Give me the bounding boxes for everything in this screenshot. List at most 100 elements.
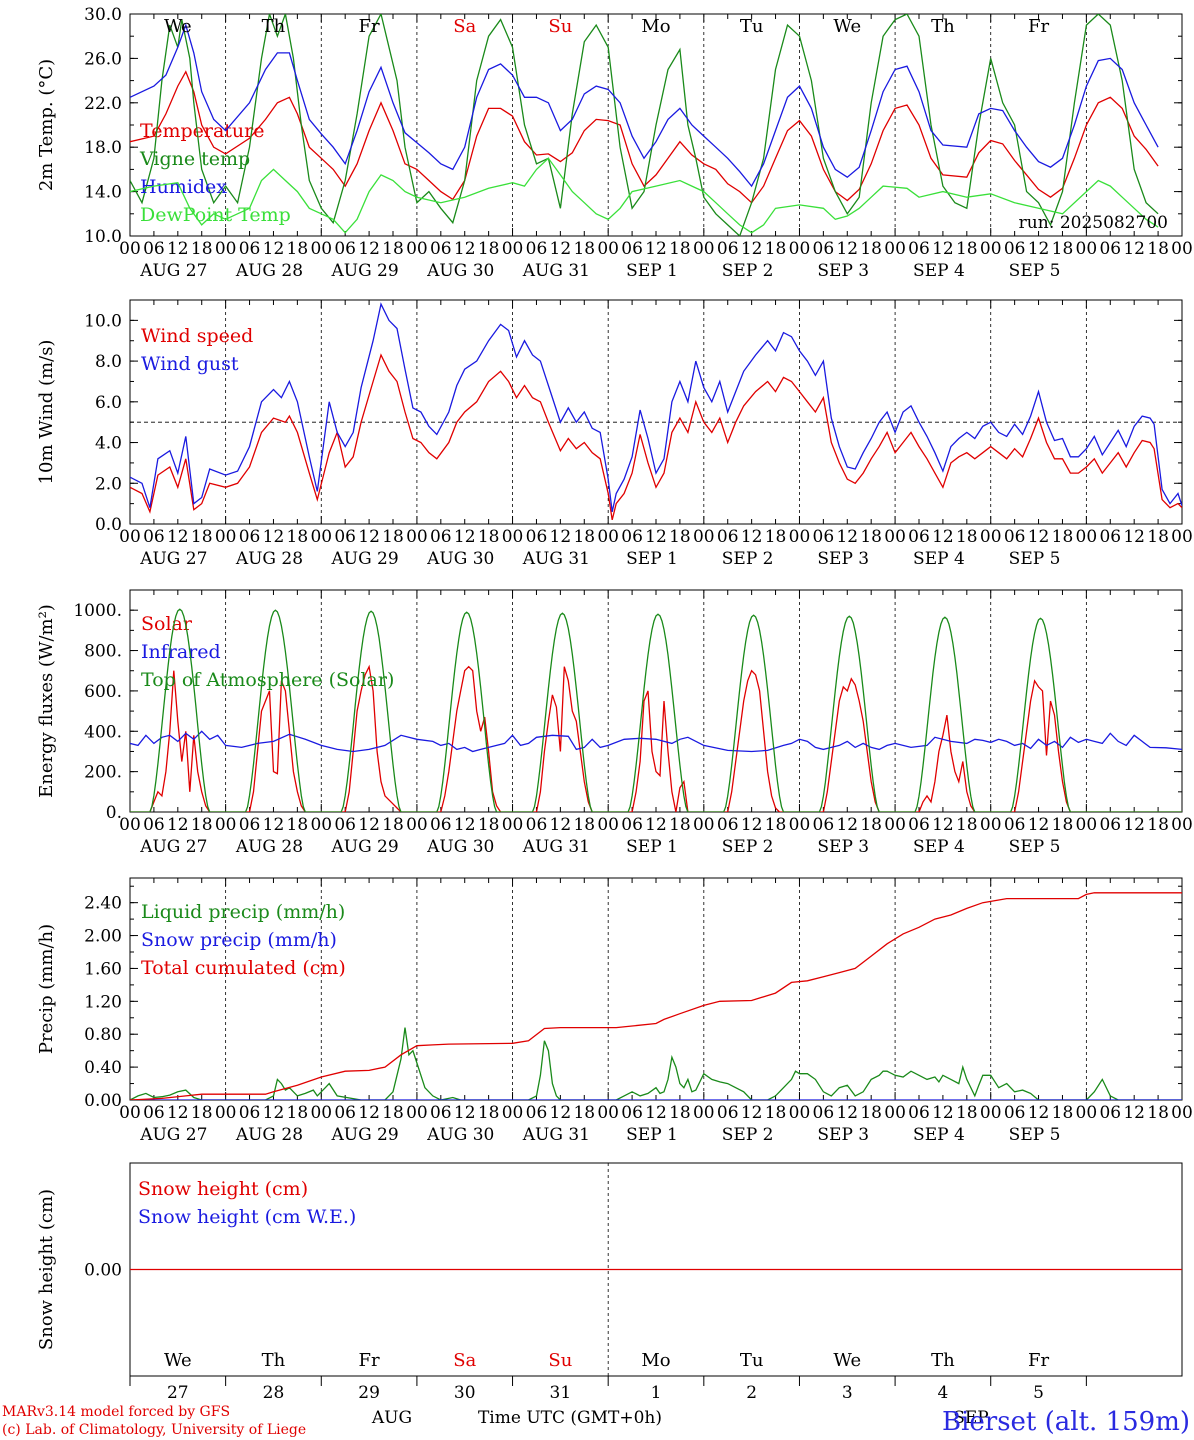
day-label: AUG 28: [235, 261, 303, 281]
hour-tick-label: 00: [215, 527, 237, 547]
hour-tick-label: 00: [406, 527, 428, 547]
hour-tick-label: 12: [454, 239, 476, 259]
hour-tick-label: 12: [645, 1103, 667, 1123]
hour-tick-label: 06: [430, 239, 452, 259]
hour-tick-label: 12: [1123, 239, 1145, 259]
day-label: SEP 2: [722, 837, 774, 857]
hour-tick-label: 06: [1099, 1103, 1121, 1123]
legend-entry: Infrared: [141, 641, 221, 663]
legend-entry: Solar: [141, 613, 193, 635]
series-line-top-of-atmosphere-solar-: [130, 608, 1182, 812]
hour-tick-label: 12: [263, 527, 285, 547]
hour-tick-label: 18: [860, 527, 882, 547]
weekday-label: We: [164, 1350, 192, 1371]
hour-tick-label: 12: [1028, 527, 1050, 547]
hour-tick-label: 12: [932, 815, 954, 835]
hour-tick-label: 00: [215, 1103, 237, 1123]
hour-tick-label: 00: [884, 1103, 906, 1123]
hour-tick-label: 18: [382, 1103, 404, 1123]
series-line-humidex: [130, 22, 1159, 188]
day-number: 30: [454, 1383, 476, 1403]
hour-tick-label: 00: [119, 527, 141, 547]
day-label: AUG 30: [426, 837, 494, 857]
y-tick-label: 4.0: [95, 434, 122, 454]
hour-tick-label: 18: [573, 527, 595, 547]
day-label: SEP 3: [817, 1125, 869, 1145]
hour-tick-label: 06: [1004, 239, 1026, 259]
hour-tick-label: 06: [813, 1103, 835, 1123]
day-label: AUG 30: [426, 1125, 494, 1145]
hour-tick-label: 00: [1076, 815, 1098, 835]
hour-tick-label: 00: [789, 1103, 811, 1123]
hour-tick-label: 12: [263, 815, 285, 835]
panel-5: 0.00 Snow height (cm) Snow height (cm) Snow…: [36, 1162, 1183, 1386]
day-label: SEP 1: [626, 549, 678, 569]
hour-tick-label: 00: [597, 1103, 619, 1123]
hour-tick-label: 18: [1147, 239, 1169, 259]
hour-tick-label: 12: [550, 239, 572, 259]
day-label: SEP 1: [626, 261, 678, 281]
hour-tick-label: 18: [382, 527, 404, 547]
hour-tick-label: 00: [310, 239, 332, 259]
hour-tick-label: 18: [860, 1103, 882, 1123]
legend-entry: Wind speed: [141, 325, 253, 347]
footer-model: MARv3.14 model forced by GFS: [2, 1404, 230, 1420]
day-label: SEP 5: [1009, 837, 1061, 857]
day-label: AUG 29: [330, 549, 398, 569]
hour-tick-label: 12: [550, 815, 572, 835]
hour-tick-label: 18: [669, 239, 691, 259]
hour-tick-label: 06: [813, 239, 835, 259]
hour-tick-label: 00: [502, 527, 524, 547]
hour-tick-label: 00: [789, 527, 811, 547]
hour-tick-label: 18: [1147, 1103, 1169, 1123]
hour-tick-label: 06: [334, 1103, 356, 1123]
day-number: 27: [167, 1383, 189, 1403]
hour-tick-label: 12: [932, 1103, 954, 1123]
weekday-label: Fr: [1028, 16, 1049, 37]
series-line-vigne-temp: [130, 14, 1159, 236]
y-tick-label: 400.: [84, 722, 122, 742]
weekday-label: Mo: [641, 16, 670, 37]
hour-tick-label: 18: [765, 239, 787, 259]
hour-tick-label: 06: [239, 239, 261, 259]
panel-1: 00 06 12 18 00 06 12 18 00 06 12 18 00 06 12 18 00 06 12 18…: [36, 5, 1193, 281]
month-label-sep: SEP: [953, 1408, 989, 1428]
panel-3: 00 06 12 18 00 06 12 18 00 06 12 18 00 06 12 18 00 06 12 18…: [36, 589, 1193, 857]
hour-tick-label: 18: [1052, 527, 1074, 547]
y-tick-label: 8.0: [95, 352, 122, 372]
hour-tick-label: 00: [502, 815, 524, 835]
day-label: AUG 27: [139, 549, 207, 569]
hour-tick-label: 18: [956, 527, 978, 547]
day-label: AUG 28: [235, 1125, 303, 1145]
day-label: AUG 30: [426, 549, 494, 569]
hour-tick-label: 00: [980, 815, 1002, 835]
hour-tick-label: 18: [669, 815, 691, 835]
hour-tick-label: 12: [741, 527, 763, 547]
day-number: 2: [746, 1383, 757, 1403]
hour-tick-label: 00: [597, 527, 619, 547]
hour-tick-label: 00: [1171, 1103, 1193, 1123]
y-axis-title: 2m Temp. (°C): [36, 59, 57, 191]
hour-tick-label: 06: [1004, 815, 1026, 835]
day-label: SEP 2: [722, 261, 774, 281]
y-tick-label: 0.00: [84, 1091, 122, 1111]
hour-tick-label: 00: [980, 239, 1002, 259]
day-number: 28: [263, 1383, 285, 1403]
hour-tick-label: 18: [478, 527, 500, 547]
hour-tick-label: 00: [119, 1103, 141, 1123]
hour-tick-label: 06: [908, 815, 930, 835]
hour-tick-label: 00: [310, 815, 332, 835]
footer-site: Bierset (alt. 159m): [942, 1407, 1190, 1437]
hour-tick-label: 00: [215, 815, 237, 835]
day-label: SEP 2: [722, 549, 774, 569]
y-tick-label: 0.00: [84, 1261, 122, 1281]
y-tick-label: 6.0: [95, 393, 122, 413]
weekday-label: Tu: [740, 16, 764, 37]
hour-tick-label: 18: [956, 815, 978, 835]
hour-tick-label: 06: [526, 527, 548, 547]
hour-tick-label: 12: [1028, 815, 1050, 835]
y-tick-label: 2.0: [95, 474, 122, 494]
hour-tick-label: 06: [430, 815, 452, 835]
hour-tick-label: 12: [1028, 239, 1050, 259]
